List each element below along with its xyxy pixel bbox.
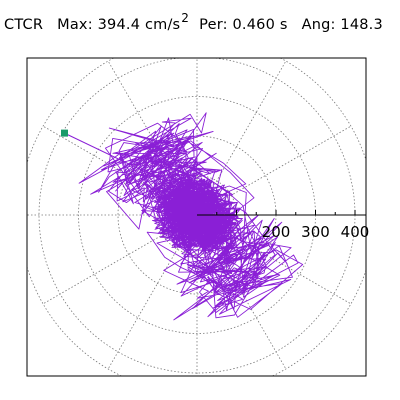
plot-header: CTCR Max: 394.4 cm/s2 Per: 0.460 s Ang: 148… — [4, 11, 383, 36]
max-unit: cm/s — [144, 17, 181, 33]
angle-value: 148.3 — [340, 17, 383, 33]
motion-trace — [64, 112, 304, 321]
grid-spoke — [196, 214, 287, 370]
period-label: Per: — [199, 17, 228, 33]
angle-label: Ang: — [301, 17, 336, 33]
radial-tick-label: 300 — [301, 223, 330, 241]
grid-spoke — [42, 214, 198, 305]
grid-spoke — [107, 60, 198, 216]
max-label: Max: — [57, 17, 93, 33]
grid-spoke — [196, 60, 287, 216]
grid-spoke — [107, 214, 198, 370]
radial-tick-label: 400 — [341, 223, 370, 241]
radial-tick-label: 200 — [262, 223, 291, 241]
grid-spoke — [196, 214, 352, 305]
radial-axis: 200 300 400 — [197, 210, 369, 241]
max-unit-exponent: 2 — [181, 11, 190, 25]
period-unit: s — [279, 17, 288, 33]
period-value: 0.460 — [232, 17, 276, 33]
grid-spoke — [196, 125, 352, 216]
grid-spoke — [42, 125, 198, 216]
peak-ray — [64, 132, 178, 188]
station-code: CTCR — [4, 17, 44, 33]
plot-frame — [26, 57, 367, 377]
peak-marker — [61, 129, 68, 137]
particle-motion-path — [78, 112, 304, 321]
max-value: 394.4 — [97, 17, 141, 33]
